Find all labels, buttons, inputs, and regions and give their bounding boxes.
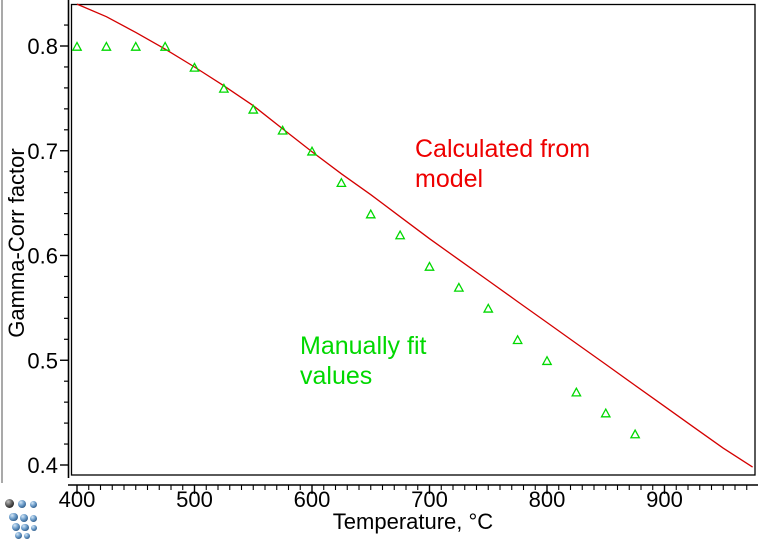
x-tick-label: 700 bbox=[411, 487, 448, 512]
triangle-marker bbox=[277, 124, 288, 135]
triangle-marker bbox=[306, 145, 318, 156]
triangle-marker bbox=[101, 41, 112, 51]
triangle-marker bbox=[482, 303, 494, 313]
annotation-line: Manually fit bbox=[300, 332, 427, 360]
triangle-marker bbox=[189, 62, 200, 72]
blue-sphere bbox=[23, 532, 31, 539]
triangle-marker bbox=[336, 177, 347, 188]
triangle-marker bbox=[541, 355, 553, 366]
y-tick-label: 0.7 bbox=[27, 139, 58, 164]
blue-sphere bbox=[11, 523, 20, 531]
triangle-marker bbox=[130, 41, 142, 51]
plot-frame bbox=[70, 3, 756, 476]
triangle-marker bbox=[571, 386, 582, 397]
sphere-cluster-logo-icon bbox=[0, 495, 45, 539]
x-tick-label: 500 bbox=[176, 487, 213, 512]
dark-sphere bbox=[5, 498, 14, 508]
window-edge-line bbox=[1, 0, 3, 483]
triangle-marker bbox=[600, 407, 612, 418]
annotation-line: Calculated from bbox=[415, 135, 591, 163]
y-axis: 0.4 0.5 0.6 0.7 0.8 bbox=[27, 0, 70, 478]
x-tick-label: 900 bbox=[646, 487, 683, 512]
y-tick-label: 0.4 bbox=[27, 453, 58, 478]
x-axis: 400 500 600 700 800 900 bbox=[59, 484, 758, 512]
triangle-marker bbox=[71, 41, 83, 51]
x-tick-label: 800 bbox=[529, 487, 566, 512]
x-tick-label: 400 bbox=[59, 487, 96, 512]
blue-sphere bbox=[30, 514, 37, 522]
y-axis-title: Gamma-Corr factor bbox=[4, 148, 29, 338]
blue-sphere bbox=[21, 523, 29, 532]
triangle-marker bbox=[512, 334, 523, 345]
triangle-marker bbox=[159, 41, 171, 51]
model-line bbox=[76, 3, 753, 468]
blue-sphere bbox=[20, 513, 28, 522]
annotation-line: model bbox=[415, 165, 484, 193]
blue-sphere bbox=[29, 500, 37, 508]
annotation-manually-fit-values: Manually fit values bbox=[300, 331, 426, 391]
annotation-line: values bbox=[300, 362, 373, 390]
triangle-marker bbox=[424, 261, 435, 271]
triangle-marker bbox=[394, 229, 406, 240]
triangle-marker bbox=[453, 282, 465, 292]
blue-sphere bbox=[30, 524, 38, 532]
triangle-marker bbox=[365, 208, 377, 219]
annotation-calculated-from-model: Calculated from model bbox=[415, 134, 590, 194]
y-tick-label: 0.8 bbox=[27, 34, 58, 59]
y-tick-label: 0.5 bbox=[27, 348, 58, 373]
x-tick-label: 600 bbox=[294, 487, 331, 512]
blue-sphere bbox=[18, 499, 26, 508]
blue-sphere bbox=[9, 512, 18, 522]
manual-fit-points bbox=[71, 41, 641, 439]
triangle-marker bbox=[218, 83, 230, 93]
x-axis-title: Temperature, °C bbox=[332, 509, 494, 534]
triangle-marker bbox=[629, 428, 641, 439]
y-tick-label: 0.6 bbox=[27, 244, 58, 269]
blue-sphere bbox=[14, 532, 22, 539]
triangle-marker bbox=[247, 103, 259, 114]
